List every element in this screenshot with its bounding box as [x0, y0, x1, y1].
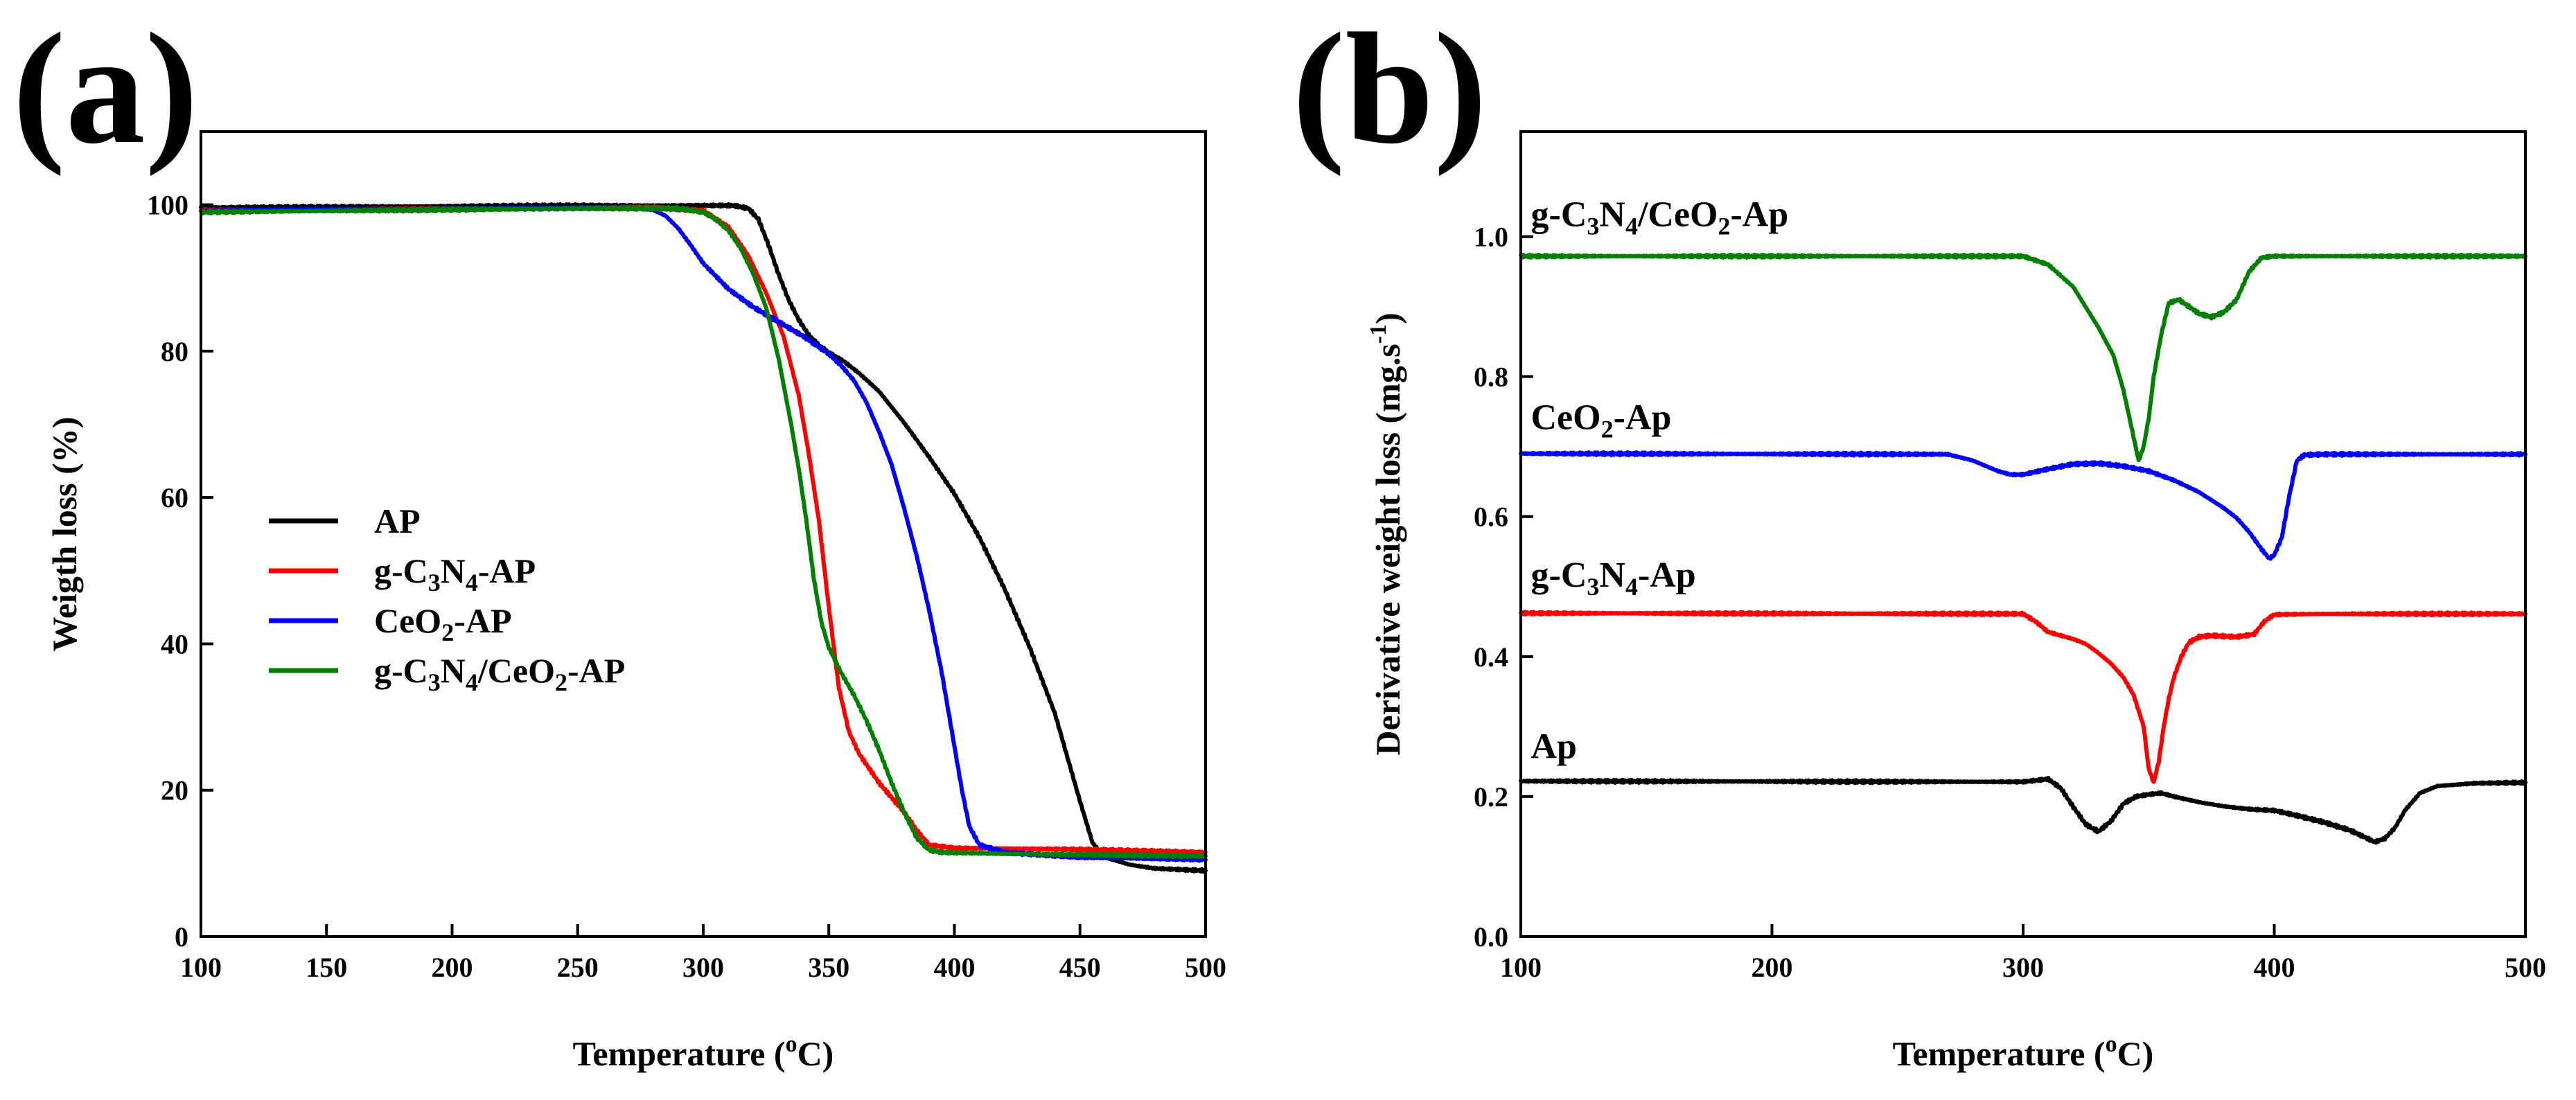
b-y-tick-label-2: 0.4 [1474, 641, 1508, 673]
panel-b-plot-frame [1519, 130, 2527, 938]
a-y-tick-label-1: 20 [161, 775, 188, 806]
b-series-ceo2-ap [1519, 450, 2528, 561]
a-x-tick-label-450: 450 [1059, 952, 1101, 983]
panel-b-x-axis-title: Temperature (oC) [1893, 1031, 2154, 1073]
b-y-tick-label-3: 0.6 [1474, 502, 1508, 533]
legend-label-ceo2-ap: CeO2-AP [374, 601, 512, 646]
a-y-tick-label-0: 0 [175, 921, 188, 952]
panel-b: (b) 100 200 300 400 500 0.0 0.2 0.4 0.6 0.8 1.0 g-… [1292, 0, 2546, 1073]
a-y-tick-label-3: 60 [161, 482, 188, 513]
b-x-tick-label-100: 100 [1500, 952, 1542, 983]
b-x-tick-label-200: 200 [1752, 952, 1793, 983]
b-y-tick-label-1: 0.2 [1474, 781, 1508, 813]
panel-b-y-axis-title: Derivative weight loss (mg.s-1) [1366, 312, 1407, 755]
legend-label-ap: AP [374, 502, 421, 540]
curve-label-ap: Ap [1531, 727, 1577, 766]
legend-label-g-c3n4-ceo2-ap: g-C3N4/CeO2-AP [374, 651, 625, 696]
b-series-g-c3n4-ap [1519, 610, 2528, 784]
a-y-tick-label-4: 80 [161, 336, 188, 367]
a-x-tick-label-500: 500 [1185, 952, 1226, 983]
panel-b-label: (b) [1292, 0, 1487, 177]
panel-a-plot-frame [200, 130, 1207, 938]
a-x-tick-label-350: 350 [808, 952, 849, 983]
a-series-g-c3n4-ceo2-ap [199, 204, 1208, 859]
panel-a-ticks: 100 150 200 250 300 350 400 450 500 0 20 40 60 80 100 [147, 190, 1226, 983]
panel-b-curves [1519, 252, 2528, 845]
b-x-tick-label-500: 500 [2505, 952, 2546, 983]
b-x-tick-label-300: 300 [2002, 952, 2044, 983]
b-y-tick-label-0: 0.0 [1474, 921, 1508, 952]
a-y-tick-label-2: 40 [161, 628, 188, 659]
a-x-tick-label-300: 300 [682, 952, 724, 983]
a-x-tick-label-150: 150 [306, 952, 347, 983]
panel-a-legend: AP g-C3N4-AP CeO2-AP g-C3N4/CeO2-AP [269, 502, 625, 696]
b-series-ap [1519, 775, 2528, 845]
a-x-tick-label-200: 200 [432, 952, 473, 983]
panel-a-x-axis-title: Temperature (oC) [573, 1031, 834, 1073]
a-y-tick-label-5: 100 [147, 190, 188, 221]
a-x-tick-label-100: 100 [180, 952, 222, 983]
panel-b-curve-labels: g-C3N4/CeO2-Ap CeO2-Ap g-C3N4-Ap Ap [1531, 195, 1789, 766]
panel-a-curves [199, 202, 1208, 874]
b-y-tick-label-5: 1.0 [1474, 222, 1508, 253]
a-x-tick-label-250: 250 [557, 952, 599, 983]
b-x-tick-label-400: 400 [2254, 952, 2295, 983]
panel-b-ticks: 100 200 300 400 500 0.0 0.2 0.4 0.6 0.8 1.0 [1474, 222, 2546, 983]
curve-label-g-c3n4-ceo2-ap: g-C3N4/CeO2-Ap [1531, 195, 1789, 240]
panel-a-y-axis-title: Weigth loss (%) [45, 417, 84, 652]
panel-a-label: (a) [12, 0, 198, 177]
b-series-g-c3n4-ceo2-ap [1519, 252, 2528, 463]
b-y-tick-label-4: 0.8 [1474, 362, 1508, 393]
curve-label-ceo2-ap: CeO2-Ap [1531, 398, 1672, 443]
a-x-tick-label-400: 400 [934, 952, 976, 983]
a-series-ap [199, 202, 1208, 874]
legend-label-g-c3n4-ap: g-C3N4-AP [374, 551, 536, 596]
panel-a: (a) 100 150 200 250 300 350 400 450 500 0 20 40 60 80… [12, 0, 1226, 1073]
curve-label-g-c3n4-ap: g-C3N4-Ap [1531, 556, 1696, 601]
